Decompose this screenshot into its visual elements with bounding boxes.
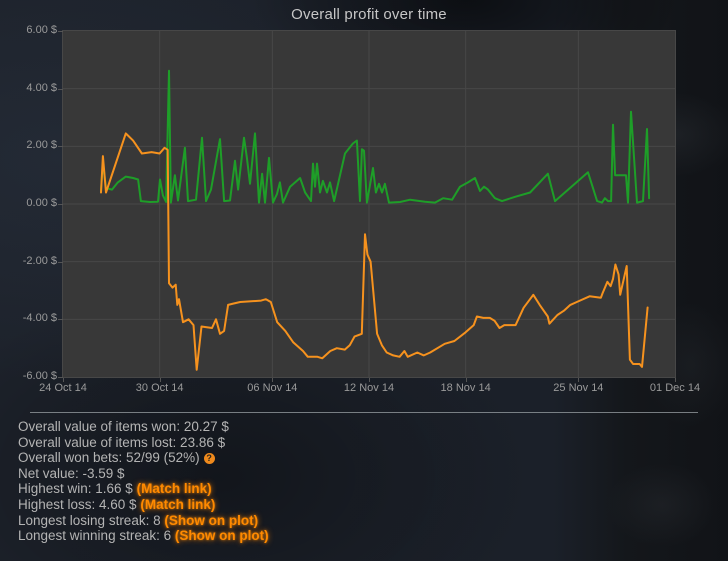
stat-label: Longest losing streak: 8: [18, 512, 165, 528]
bet-value-line: [100, 69, 651, 204]
stat-label: Highest win: 1.66 $: [18, 481, 137, 497]
stat-label: Overall won bets: 52/99 (52%): [18, 450, 200, 466]
y-axis-tick: [58, 31, 63, 32]
overall-profit-line: [100, 132, 649, 371]
x-axis-label: 25 Nov 14: [553, 382, 604, 394]
help-icon[interactable]: ?: [203, 453, 215, 465]
y-axis-tick: [58, 261, 63, 263]
y-axis-label: 6.00 $: [26, 24, 57, 36]
x-axis-label: 24 Oct 14: [39, 382, 87, 394]
profit-chart-canvas[interactable]: [63, 31, 675, 377]
x-axis-tick: [675, 378, 676, 382]
stat-label: Overall value of items lost: 23.86 $: [18, 434, 226, 450]
stat-label: Overall value of items won: 20.27 $: [18, 419, 229, 434]
stat-line: Longest winning streak: 6 (Show on plot): [18, 528, 269, 544]
stat-label: Highest loss: 4.60 $: [18, 496, 141, 512]
match-link[interactable]: (Match link): [140, 496, 216, 512]
x-axis-label: 01 Dec 14: [649, 382, 701, 394]
y-axis-label: -2.00 $: [22, 254, 57, 267]
stat-label: Net value: -3.59 $: [18, 465, 125, 481]
y-axis-label: -4.00 $: [22, 312, 57, 325]
y-axis-tick: [58, 88, 63, 90]
x-axis-tick: [159, 378, 161, 382]
x-axis-tick: [63, 378, 64, 382]
y-axis-tick: [58, 377, 63, 378]
stat-line: Highest win: 1.66 $ (Match link): [18, 481, 269, 497]
stat-line: Overall won bets: 52/99 (52%)?: [18, 450, 269, 466]
x-axis-label: 06 Nov 14: [247, 382, 298, 394]
stat-label: Longest winning streak: 6: [18, 528, 175, 544]
x-axis-label: 30 Oct 14: [135, 382, 184, 394]
y-axis-tick: [58, 319, 63, 321]
stat-line: Overall value of items lost: 23.86 $: [18, 435, 269, 451]
stat-line: Longest losing streak: 8 (Show on plot): [18, 513, 269, 529]
chart-title: Overall profit over time: [291, 6, 447, 23]
y-axis-tick: [58, 146, 63, 148]
y-axis-label: -6.00 $: [22, 370, 57, 382]
profit-chart-plot[interactable]: [62, 30, 676, 378]
show-on-plot-link[interactable]: (Show on plot): [164, 512, 259, 528]
x-axis-tick: [369, 378, 370, 382]
y-axis-label: 4.00 $: [26, 81, 57, 94]
x-axis-tick: [578, 378, 580, 382]
x-axis-label: 12 Nov 14: [343, 382, 395, 394]
y-axis-label: 0.00 $: [26, 197, 57, 209]
match-link[interactable]: (Match link): [136, 481, 212, 497]
stat-line: Net value: -3.59 $: [18, 466, 269, 482]
x-axis-tick: [272, 378, 274, 382]
x-axis-tick: [465, 378, 467, 382]
stat-line: Overall value of items won: 20.27 $: [18, 419, 269, 435]
show-on-plot-link[interactable]: (Show on plot): [174, 528, 269, 544]
stat-line: Highest loss: 4.60 $ (Match link): [18, 497, 269, 513]
x-axis-label: 18 Nov 14: [440, 382, 491, 394]
stats-summary: Overall value of items won: 20.27 $ Overa…: [18, 419, 269, 544]
y-axis-tick: [58, 204, 63, 205]
y-axis-label: 2.00 $: [26, 139, 57, 152]
section-divider: [30, 412, 698, 413]
